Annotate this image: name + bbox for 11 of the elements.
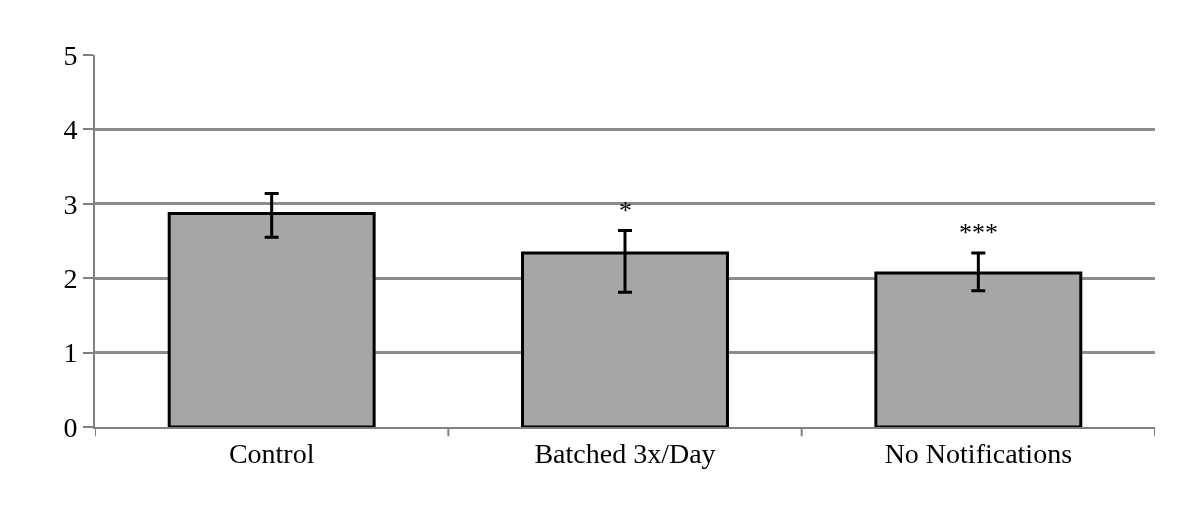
y-tick-label: 1	[63, 337, 78, 369]
y-tick-label: 5	[63, 39, 78, 71]
x-tick-label: No Notifications	[884, 437, 1073, 469]
annotation: ***	[959, 218, 998, 247]
y-tick-label: 4	[63, 114, 78, 146]
y-tick-label: 0	[63, 411, 78, 443]
y-tick-label: 3	[63, 188, 78, 220]
y-tick-label: 2	[63, 263, 78, 294]
x-tick-label: Batched 3x/Day	[534, 437, 716, 469]
annotation: *	[619, 196, 632, 225]
x-tick-label: Control	[228, 437, 315, 469]
